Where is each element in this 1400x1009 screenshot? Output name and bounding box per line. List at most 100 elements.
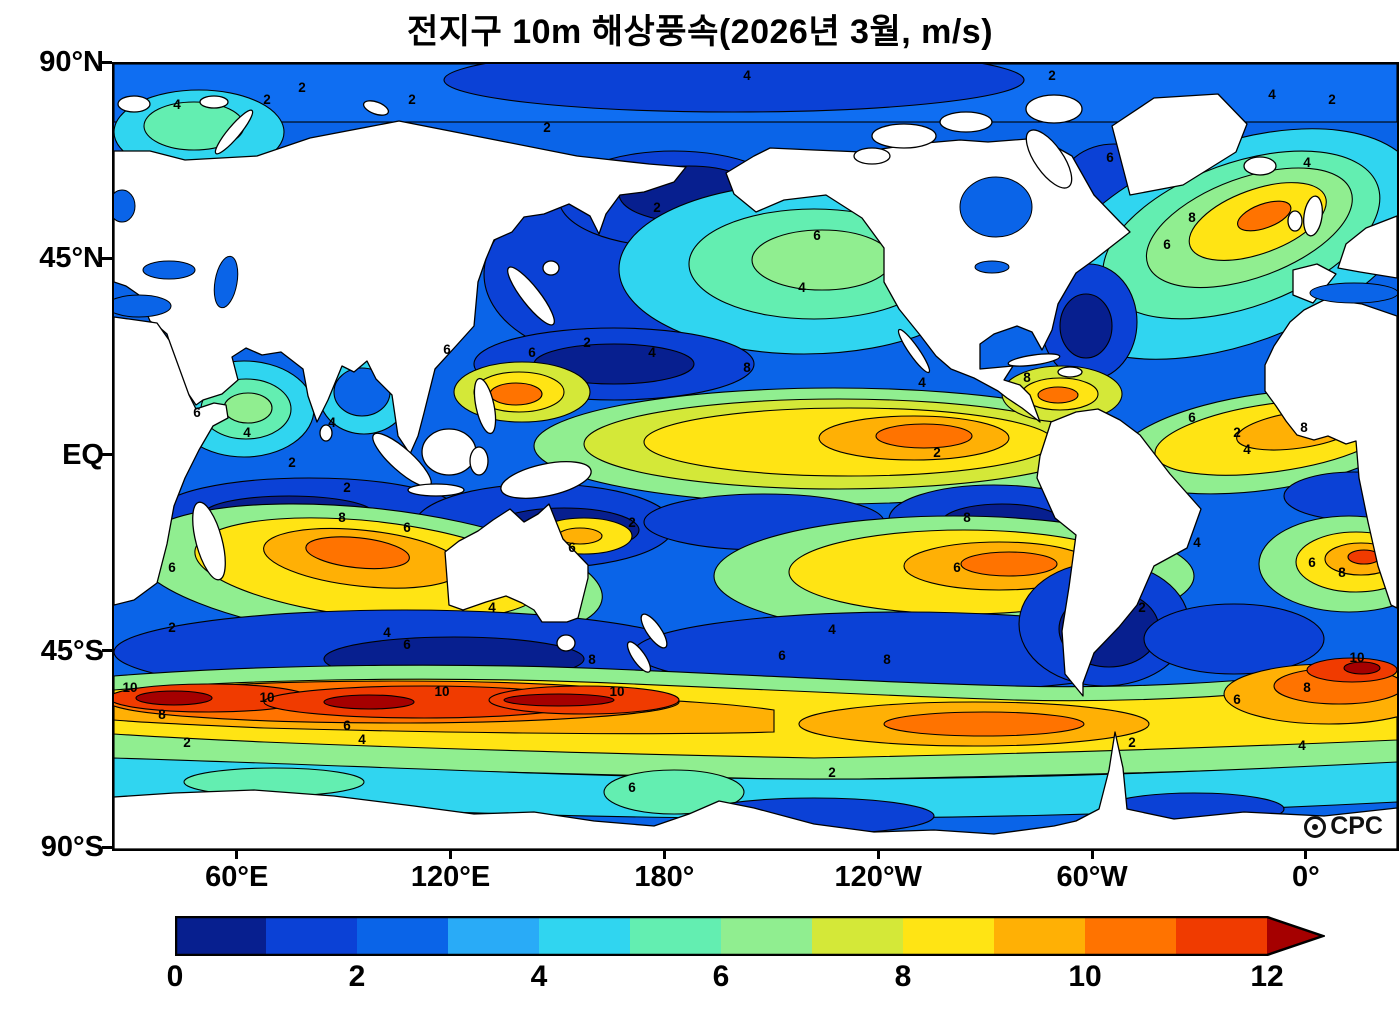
lon-tick-label: 60°E (205, 861, 269, 893)
land-hispaniola (1057, 366, 1083, 378)
land-ellesmere (1025, 94, 1083, 124)
contour-label: 4 (1268, 87, 1276, 102)
contour-label: 4 (828, 622, 836, 637)
land-hokkaido (542, 260, 560, 276)
land-arctic-island-3 (853, 147, 891, 165)
contour-label: 6 (1233, 692, 1241, 707)
colorbar-arrow (1267, 916, 1325, 956)
colorbar-segment (1176, 916, 1268, 956)
land-borneo (421, 428, 477, 476)
lon-tick-mark (1304, 849, 1308, 859)
lat-tick-mark (102, 845, 112, 849)
land-sulawesi (469, 446, 489, 476)
colorbar-tick-label: 10 (1068, 960, 1102, 993)
contour-label: 6 (343, 718, 351, 733)
contour-label: 4 (1243, 442, 1251, 457)
colorbar-segment (448, 916, 540, 956)
land-svalbard (117, 95, 151, 113)
contour-label: 8 (338, 510, 346, 525)
colorbar-tick-label: 4 (530, 960, 548, 993)
lon-tick-label: 60°W (1056, 861, 1128, 893)
contour-label: 4 (743, 68, 751, 83)
contour-label: 4 (798, 280, 806, 295)
contour-label: 8 (1023, 370, 1031, 385)
contour-label: 6 (528, 345, 536, 360)
sea-med-east (114, 294, 172, 318)
colorbar-tick-label: 12 (1250, 960, 1284, 993)
contour-label: 6 (168, 560, 176, 575)
land-franz-josef (199, 95, 229, 109)
contour-label: 2 (298, 80, 306, 95)
land-cuba (1007, 353, 1061, 367)
contour-label: 4 (358, 732, 366, 747)
contour-label: 4 (173, 97, 181, 112)
land-baja (897, 328, 931, 374)
cpc-logo: CPC (1303, 812, 1383, 841)
lat-tick-mark (102, 453, 112, 456)
land-iceland (1243, 156, 1277, 176)
contour-label: 4 (383, 625, 391, 640)
land-japan (507, 266, 555, 326)
cpc-logo-text: CPC (1330, 812, 1383, 840)
colorbar-tick-label: 2 (348, 960, 366, 993)
colorbar-segment (903, 916, 995, 956)
contour-label: 2 (168, 620, 176, 635)
contour-label: 4 (1303, 155, 1311, 170)
lat-tick-label: 45°N (39, 242, 104, 275)
colorbar (175, 916, 1325, 956)
lat-tick-mark (102, 649, 112, 653)
cpc-logo-circle-icon (1304, 815, 1327, 838)
land-java (407, 483, 465, 497)
lon-tick-label: 120°E (410, 861, 491, 893)
contour-label: 6 (193, 405, 201, 420)
chart-title: 전지구 10m 해상풍속(2026년 3월, m/s) (406, 13, 994, 51)
land-new-zealand-south (626, 641, 652, 673)
contour-label: 6 (568, 540, 576, 555)
contour-label: 2 (343, 480, 351, 495)
colorbar-segment (994, 916, 1086, 956)
colorbar-segment (1085, 916, 1177, 956)
contour-label: 4 (328, 415, 336, 430)
contour-label: 4 (1193, 535, 1201, 550)
contour-label: 10 (434, 684, 449, 699)
colorbar-segment (266, 916, 358, 956)
colorbar-outline (175, 916, 1325, 956)
colorbar-tick-label: 0 (166, 960, 184, 993)
contour-label: 10 (259, 690, 274, 705)
contour-label: 4 (243, 425, 251, 440)
contour-label: 2 (1328, 92, 1336, 107)
contour-label: 2 (1128, 735, 1136, 750)
contour-label: 6 (1106, 150, 1114, 165)
land-new-zealand-north (640, 613, 668, 649)
contour-label: 2 (288, 455, 296, 470)
land-tasmania (556, 634, 576, 652)
sea-caspian (213, 255, 239, 309)
lon-tick-mark (876, 849, 880, 859)
lat-tick-label: 45°S (40, 634, 104, 667)
land-sri-lanka (319, 424, 333, 442)
colorbar-segment (539, 916, 631, 956)
contour-label: 2 (933, 445, 941, 460)
land-baffin (1025, 129, 1073, 189)
land-africa-east (114, 316, 229, 606)
contour-label: 4 (918, 375, 926, 390)
contour-label: 10 (609, 684, 624, 699)
contour-label: 8 (1303, 680, 1311, 695)
land-layer (114, 93, 1397, 849)
contour-label: 4 (648, 345, 656, 360)
contour-label: 2 (408, 92, 416, 107)
colorbar-segment (630, 916, 722, 956)
contour-label: 8 (743, 360, 751, 375)
contour-label: 6 (443, 342, 451, 357)
contour-label: 2 (263, 92, 271, 107)
land-west-europe (1337, 215, 1397, 279)
land-antarctica (114, 731, 1397, 849)
land-greenland (1111, 93, 1248, 196)
lat-tick-mark (102, 256, 112, 260)
contour-label: 2 (1233, 425, 1241, 440)
land-africa-west (1264, 298, 1397, 609)
colorbar-tick-label: 8 (894, 960, 912, 993)
